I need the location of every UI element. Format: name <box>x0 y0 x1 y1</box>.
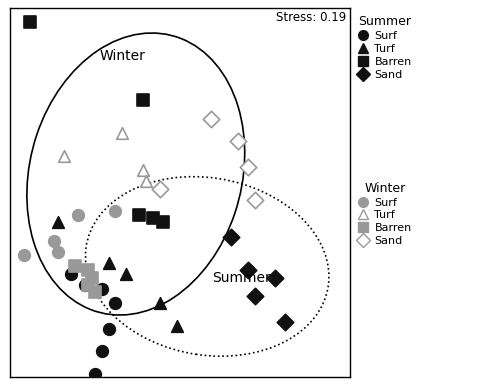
Point <box>70 263 78 270</box>
Point <box>50 238 58 244</box>
Point <box>271 275 279 281</box>
Point <box>227 234 235 240</box>
Point <box>156 300 164 306</box>
Point <box>104 326 112 332</box>
Point <box>112 300 120 306</box>
Point <box>244 164 252 170</box>
Point <box>156 186 164 192</box>
Point <box>98 348 106 355</box>
Point <box>54 249 62 255</box>
Point <box>88 275 96 281</box>
Point <box>60 152 68 159</box>
Point <box>138 97 146 103</box>
Point <box>54 219 62 225</box>
Text: Summer: Summer <box>212 271 270 285</box>
Point <box>159 219 167 225</box>
Point <box>26 19 34 25</box>
Point <box>74 212 82 218</box>
Point <box>67 271 75 277</box>
Point <box>112 208 120 214</box>
Point <box>135 212 143 218</box>
Point <box>104 259 112 266</box>
Text: Winter: Winter <box>100 49 145 63</box>
Point <box>81 282 89 288</box>
Point <box>206 116 214 122</box>
Point <box>244 267 252 273</box>
Point <box>84 267 92 273</box>
Point <box>91 370 99 377</box>
Point <box>172 323 180 329</box>
Legend: Surf, Turf, Barren, Sand: Surf, Turf, Barren, Sand <box>356 179 414 248</box>
Point <box>98 286 106 292</box>
Point <box>251 197 259 203</box>
Point <box>251 293 259 299</box>
Point <box>138 167 146 173</box>
Point <box>282 319 290 325</box>
Point <box>149 215 157 221</box>
Point <box>118 130 126 136</box>
Point <box>142 178 150 184</box>
Point <box>122 271 130 277</box>
Point <box>234 138 242 144</box>
Point <box>84 282 92 288</box>
Point <box>91 289 99 295</box>
Point <box>20 252 28 258</box>
Text: Stress: 0.19: Stress: 0.19 <box>276 12 346 24</box>
